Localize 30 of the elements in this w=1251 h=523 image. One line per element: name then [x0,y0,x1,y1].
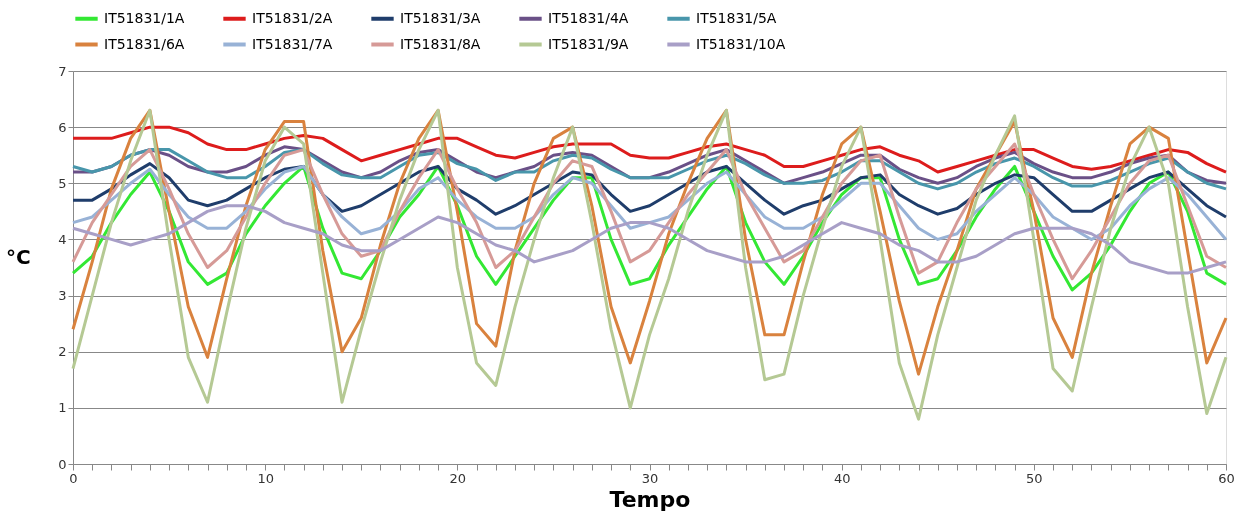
y-tick-label: 4 [58,231,67,247]
legend-label: IT51831/1A [104,9,185,26]
y-tick-label: 1 [58,400,67,416]
legend-label: IT51831/10A [696,35,786,52]
legend-label: IT51831/8A [400,35,481,52]
x-tick-label: 0 [69,470,78,486]
y-tick-label: 0 [58,456,67,472]
legend-label: IT51831/7A [252,35,333,52]
x-axis-title: Tempo [609,486,691,512]
legend-label: IT51831/5A [696,9,777,26]
line-series [71,204,1228,275]
y-tick-label: 7 [58,63,67,79]
legend-label: IT51831/9A [548,35,629,52]
y-tick-label: 5 [58,175,67,191]
line-series [71,125,1228,174]
legend-label: IT51831/2A [252,9,333,26]
legend-label: IT51831/3A [400,9,481,26]
y-axis-title: °C [5,245,31,269]
x-tick-label: 20 [449,470,467,486]
x-tick-label: 50 [1026,470,1043,486]
x-tick-label: 10 [257,470,274,486]
x-tick-label: 30 [641,470,659,486]
legend-label: IT51831/4A [548,9,629,26]
y-tick-label: 2 [58,344,67,360]
y-tick-label: 6 [58,119,67,135]
line-series [71,142,1228,281]
legend-label: IT51831/6A [104,35,185,52]
x-tick-label: 60 [1218,470,1235,486]
y-tick-label: 3 [58,288,67,304]
x-tick-label: 40 [833,470,851,486]
